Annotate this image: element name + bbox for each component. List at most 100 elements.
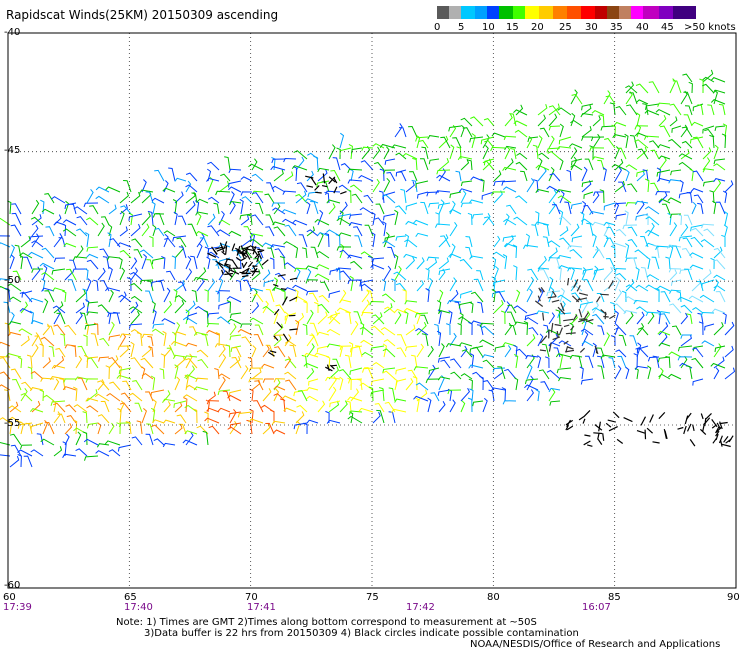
- wind-barb: [185, 172, 198, 182]
- wind-barb: [692, 378, 704, 386]
- wind-barb: [128, 392, 143, 402]
- wind-barb: [273, 226, 286, 237]
- wind-barb: [329, 268, 341, 276]
- lon-tick-label: 90: [727, 592, 740, 603]
- wind-barb: [609, 102, 616, 116]
- wind-barb: [306, 201, 311, 215]
- wind-barb: [548, 388, 556, 402]
- wind-barb: [361, 299, 370, 314]
- wind-barb: [182, 439, 198, 446]
- wind-barb: [697, 104, 704, 116]
- wind-barb: [547, 150, 561, 160]
- wind-barb: [281, 209, 297, 215]
- wind-barb: [12, 378, 22, 391]
- wind-barb: [602, 167, 607, 182]
- wind-barb: [271, 202, 285, 207]
- wind-barb: [325, 355, 331, 369]
- wind-barb: [603, 235, 609, 248]
- wind-barb: [41, 271, 55, 281]
- wind-barb: [4, 322, 11, 336]
- wind-barb: [373, 161, 385, 171]
- wind-barb: [176, 237, 187, 248]
- wind-barb: [658, 156, 667, 171]
- wind-barb: [603, 279, 614, 292]
- wind-barb: [75, 302, 85, 314]
- wind-barb: [316, 264, 330, 270]
- wind-barb: [207, 196, 220, 204]
- contamination-mark: [711, 424, 717, 429]
- wind-barb: [524, 378, 539, 385]
- wind-barb: [195, 211, 209, 216]
- wind-barb: [184, 374, 198, 380]
- colorbar-segment: [449, 6, 461, 19]
- wind-barb: [146, 423, 154, 435]
- contamination-mark: [257, 248, 265, 252]
- wind-barb: [20, 388, 28, 402]
- wind-barb: [340, 163, 352, 171]
- wind-barb: [493, 368, 504, 380]
- wind-barb: [712, 259, 726, 270]
- wind-barb: [8, 416, 22, 424]
- wind-barb: [525, 355, 539, 360]
- wind-barb: [193, 331, 209, 336]
- wind-barb: [108, 449, 121, 457]
- wind-barb: [713, 367, 720, 380]
- wind-barb: [73, 386, 78, 402]
- contamination-mark: [658, 411, 666, 420]
- wind-barb: [225, 344, 231, 358]
- wind-barb: [592, 342, 597, 358]
- wind-barb: [436, 174, 451, 182]
- wind-barb: [229, 201, 236, 215]
- contamination-mark: [539, 349, 547, 352]
- wind-barb: [151, 328, 165, 336]
- wind-barb: [434, 323, 440, 336]
- wind-barb: [108, 266, 113, 281]
- wind-barb: [713, 279, 720, 292]
- wind-barb: [232, 346, 242, 358]
- wind-barb: [303, 422, 308, 435]
- wind-barb: [86, 246, 99, 252]
- wind-barb: [669, 103, 682, 116]
- wind-barb: [668, 138, 682, 149]
- contamination-mark: [723, 436, 729, 443]
- wind-barb: [44, 421, 55, 435]
- wind-barb: [682, 237, 693, 248]
- wind-barb: [455, 170, 462, 182]
- wind-barb: [460, 180, 473, 187]
- wind-barb: [361, 351, 374, 358]
- wind-barb: [266, 182, 275, 193]
- wind-barb: [21, 381, 33, 391]
- wind-barb: [7, 283, 22, 292]
- wind-barb: [479, 339, 495, 347]
- wind-barb: [42, 357, 51, 369]
- wind-barb: [316, 331, 330, 336]
- wind-barb: [627, 239, 638, 248]
- wind-barb: [136, 420, 143, 435]
- contamination-mark: [221, 269, 224, 275]
- wind-barb: [104, 440, 121, 446]
- wind-barb: [17, 356, 23, 369]
- wind-barb: [624, 296, 638, 303]
- colorbar-segment: [513, 6, 525, 19]
- wind-barb: [690, 187, 704, 193]
- wind-barb: [636, 112, 641, 127]
- contamination-mark: [330, 364, 337, 367]
- wind-barb: [226, 300, 232, 314]
- wind-barb: [201, 333, 209, 347]
- wind-barb: [297, 390, 308, 402]
- wind-barb: [714, 345, 726, 353]
- wind-barb: [295, 268, 301, 281]
- wind-barb: [185, 431, 194, 446]
- wind-barb: [437, 309, 442, 325]
- wind-barb: [502, 235, 517, 242]
- wind-barb: [9, 312, 15, 325]
- wind-barb: [597, 347, 605, 358]
- wind-barb: [128, 213, 143, 221]
- wind-barb: [460, 190, 467, 204]
- wind-barb: [374, 217, 385, 226]
- wind-barb: [185, 184, 198, 193]
- wind-barb: [151, 201, 156, 215]
- wind-barb: [215, 331, 221, 347]
- wind-barb: [154, 169, 165, 182]
- wind-barb: [650, 182, 660, 193]
